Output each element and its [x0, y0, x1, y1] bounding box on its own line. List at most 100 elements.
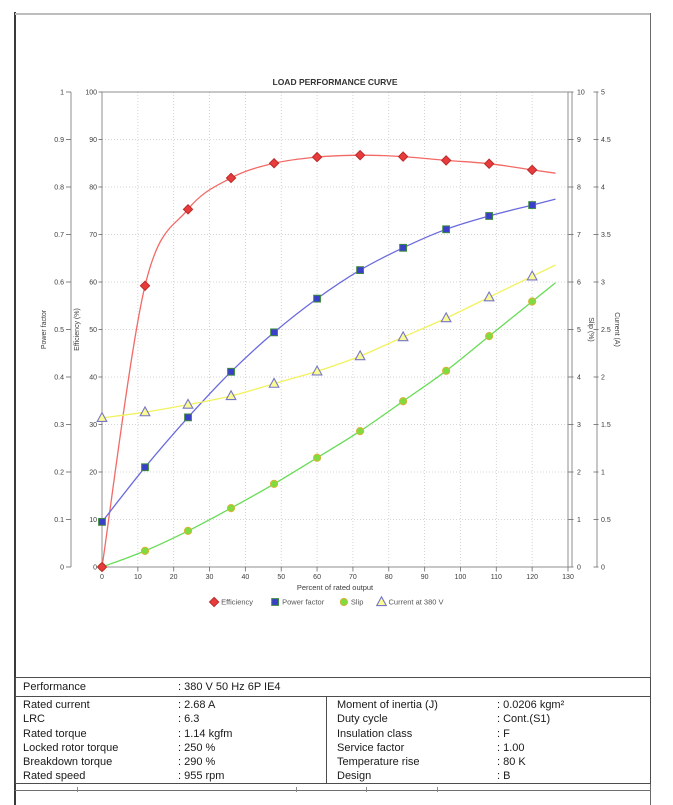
spec-value: : 6.3: [178, 713, 200, 726]
load-performance-chart: 0 0.1 0.2 0.3 0.4 0.5 0.6 0.7 0.8 0.9 1 Power facto…: [41, 77, 620, 608]
spec-value: : 955 rpm: [178, 770, 225, 783]
axis-efficiency: 0 10 20 30 40 50 60 70 80 90 100 Efficiency (%): [74, 90, 103, 572]
axis-title-current: Current (A): [613, 312, 620, 347]
tick-label: 3: [601, 280, 605, 287]
circle-marker: [355, 427, 365, 436]
spec-label: Breakdown torque: [23, 756, 113, 769]
circle-marker: [312, 453, 322, 462]
circle-marker: [269, 479, 279, 488]
axis-slip: 0 1 2 3 4 5 6 7 8 9 10 Slip (%): [568, 90, 594, 572]
spec-column-left: Rated current: 2.68 A LRC: 6.3 Rated torqu…: [16, 697, 326, 783]
tick-label: 100: [455, 574, 467, 581]
spec-value: : F: [497, 727, 510, 740]
spec-label: Service factor: [337, 741, 405, 754]
triangle-marker: [483, 290, 495, 302]
tick-label: 8: [577, 185, 581, 192]
circle-marker: [485, 332, 494, 341]
x-axis-title: Percent of rated output: [297, 583, 374, 592]
tick-label: 100: [85, 90, 97, 97]
tick-label: 1.5: [601, 422, 611, 429]
table-row: Rated speed: 955 rpm: [16, 769, 326, 783]
table-row: Insulation class : F: [327, 727, 650, 741]
tick-label: 3.5: [601, 232, 611, 239]
series-line-power-factor: [101, 198, 556, 523]
diamond-marker: [182, 204, 194, 215]
legend-label: Efficiency: [221, 598, 253, 607]
tick-label: 0: [100, 574, 104, 581]
square-marker: [98, 517, 106, 526]
tick-label: 0: [93, 565, 97, 572]
spec-value: : 80 K: [497, 756, 526, 769]
diamond-marker: [354, 149, 366, 161]
tick-label: 30: [89, 422, 97, 429]
tick-label: 0.4: [54, 375, 64, 382]
tick-label: 5: [577, 327, 581, 334]
page-border-left: [14, 12, 16, 805]
tick-label: 10: [89, 517, 97, 524]
triangle-marker: [96, 411, 108, 422]
tick-label: 0: [60, 565, 64, 572]
diamond-marker: [96, 561, 108, 573]
page-border-top: [15, 13, 651, 15]
spec-label: Rated torque: [23, 727, 87, 740]
circle-marker: [140, 546, 150, 555]
next-table-tick: [366, 787, 367, 792]
tick-label: 0.5: [54, 327, 64, 334]
tick-label: 0.2: [54, 470, 64, 477]
tick-label: 2: [601, 375, 605, 382]
diamond-marker: [225, 172, 237, 184]
table-row: Temperature rise: 80 K: [327, 755, 650, 769]
spec-value: : 0.0206 kgm²: [497, 699, 565, 711]
tick-label: 5: [601, 90, 605, 97]
tick-label: 10: [134, 574, 142, 581]
table-row: Service factor : 1.00: [327, 741, 650, 755]
spec-label: Insulation class: [337, 727, 413, 740]
tick-label: 70: [349, 574, 357, 581]
tick-label: 20: [89, 470, 97, 477]
spec-table: Performance : 380 V 50 Hz 6P IE4 Rated c…: [15, 677, 651, 784]
spec-label: Duty cycle: [337, 713, 388, 726]
square-marker: [528, 201, 537, 209]
circle-marker: [442, 366, 451, 375]
diamond-marker: [139, 280, 151, 292]
diamond-marker: [268, 157, 280, 169]
table-row: Locked rotor torque: 250 %: [16, 741, 326, 755]
tick-label: 80: [385, 574, 393, 581]
table-row: LRC: 6.3: [16, 712, 326, 726]
triangle-marker: [182, 398, 194, 409]
table-row: Design: B: [327, 769, 650, 783]
chart-title: LOAD PERFORMANCE CURVE: [273, 77, 398, 87]
spec-value: : 1.00: [497, 741, 525, 754]
square-marker: [141, 463, 149, 472]
tick-label: 50: [89, 327, 97, 334]
square-marker: [227, 367, 235, 376]
tick-label: 30: [206, 574, 214, 581]
square-marker: [485, 212, 494, 220]
tick-label: 0.1: [54, 517, 64, 524]
legend-label: Power factor: [282, 598, 325, 607]
tick-label: 120: [526, 574, 538, 581]
series-markers-power-factor: [98, 201, 537, 526]
tick-label: 0.6: [54, 280, 64, 287]
tick-label: 60: [89, 280, 97, 287]
tick-label: 130: [562, 574, 574, 581]
triangle-marker: [139, 405, 151, 417]
diamond-marker: [208, 596, 220, 608]
performance-label: Performance: [23, 681, 86, 693]
tick-label: 0.5: [601, 517, 611, 524]
axis-title-power_factor: Power factor: [41, 309, 48, 349]
triangle-marker: [440, 311, 452, 323]
series-markers-current-at-380-v: [96, 269, 538, 422]
circle-marker: [339, 597, 349, 607]
series-line-slip: [101, 282, 556, 568]
triangle-marker: [268, 377, 280, 388]
circle-marker: [183, 526, 193, 536]
performance-value: : 380 V 50 Hz 6P IE4: [178, 681, 281, 693]
table-row: Rated torque: 1.14 kgfm: [16, 727, 326, 741]
triangle-marker: [225, 389, 237, 401]
tick-label: 1: [601, 470, 605, 477]
tick-label: 20: [170, 574, 178, 581]
tick-label: 90: [89, 137, 97, 144]
spec-label: Design: [337, 770, 372, 783]
